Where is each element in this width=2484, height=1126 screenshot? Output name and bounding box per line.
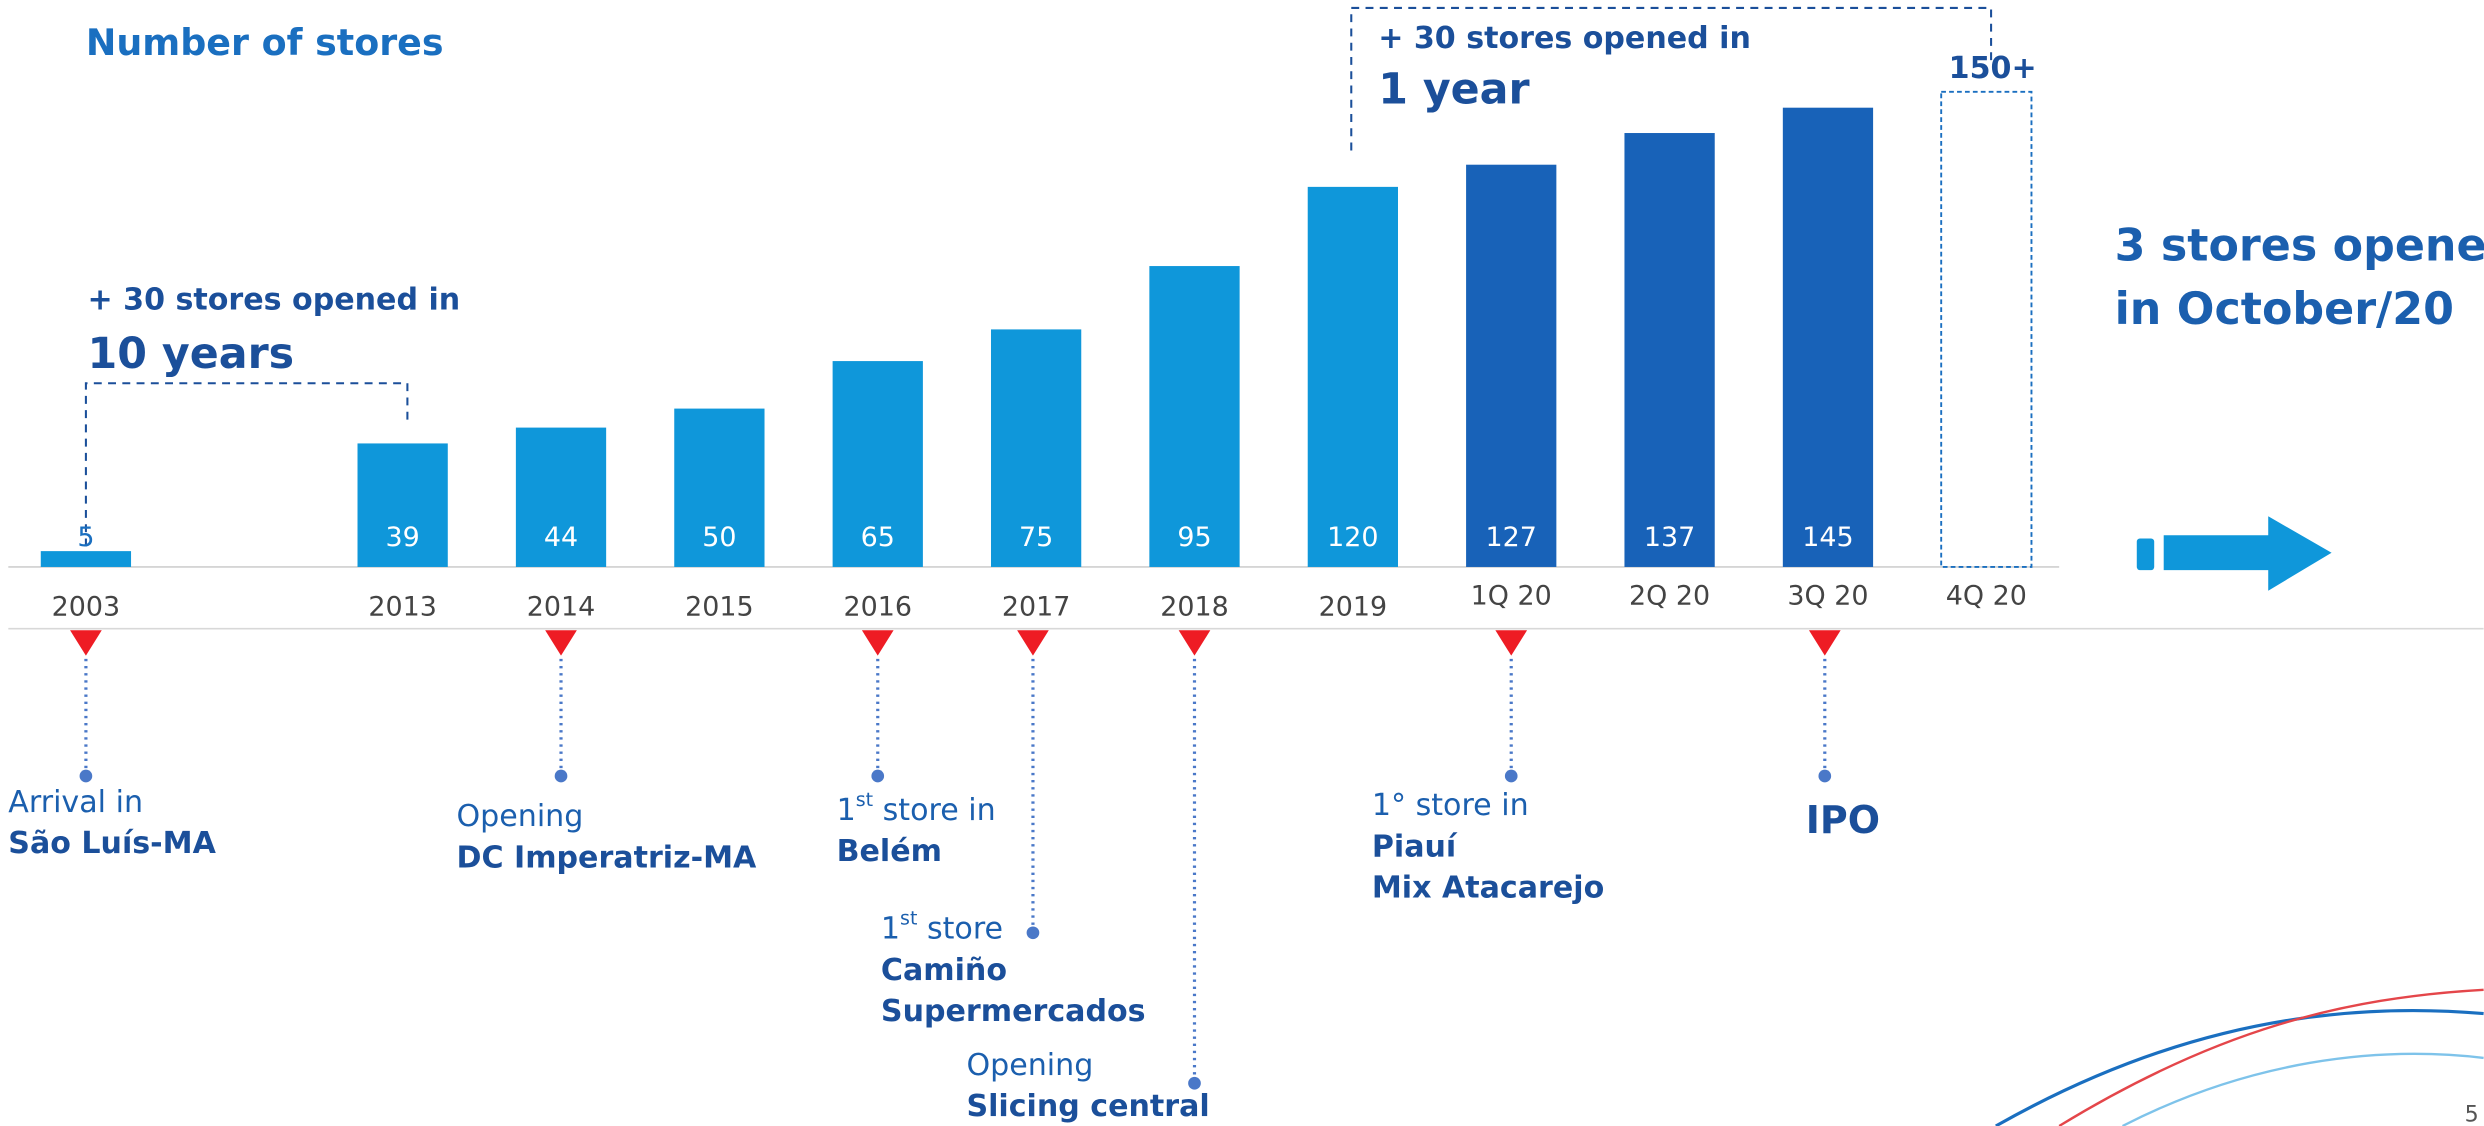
bar [1307, 186, 1398, 567]
value-label: 39 [386, 522, 420, 553]
event-dot [1026, 926, 1040, 940]
annotation: 1 year [1378, 64, 1529, 114]
x-tick-label: 2Q 20 [1629, 581, 1710, 612]
value-label: 137 [1644, 522, 1695, 553]
event-dot [1818, 769, 1832, 783]
x-tick-label: 2016 [844, 592, 912, 623]
event-text: Opening [966, 1047, 1093, 1082]
bar [832, 361, 923, 567]
event-label: Camiño [881, 952, 1007, 987]
x-tick-label: 2017 [1002, 592, 1070, 623]
bar [674, 408, 765, 567]
event-text: Arrival in [8, 784, 143, 819]
event-text: Slicing central [966, 1088, 1209, 1123]
value-label: 120 [1327, 522, 1378, 553]
bar [1149, 266, 1240, 567]
value-label: 50 [702, 522, 736, 553]
event-label: DC Imperatriz-MA [456, 840, 757, 875]
event-label-sup: st [900, 907, 917, 929]
event-dot [1504, 769, 1518, 783]
x-tick-label: 2013 [368, 592, 436, 623]
event-label: 1 [837, 792, 856, 827]
value-label: 150+ [1949, 51, 2037, 86]
bar [1782, 107, 1874, 567]
annotation: + 30 stores opened in [1378, 21, 1751, 56]
annotation: + 30 stores opened in [87, 282, 460, 317]
bar [1466, 164, 1557, 567]
x-tick-label: 2019 [1319, 592, 1387, 623]
value-label: 127 [1486, 522, 1537, 553]
bracket [1350, 6, 1993, 151]
event-label: Supermercados [881, 993, 1146, 1028]
event-label: Belém [837, 834, 942, 869]
page-number: 5 [2465, 1101, 2479, 1126]
event-dot [871, 769, 885, 783]
annotation: in October/20 [2115, 284, 2454, 335]
event-text: Belém [837, 834, 942, 869]
event-text: DC Imperatriz-MA [456, 840, 757, 875]
event-text: 1st store [881, 907, 1003, 946]
x-tick-label: 2018 [1160, 592, 1228, 623]
event-marker [1808, 630, 1841, 656]
value-label: 44 [544, 522, 578, 553]
event-text: Piauí [1372, 829, 1458, 864]
event-text: Opening [456, 799, 583, 834]
event-label: Opening [456, 799, 583, 834]
event-label: store [917, 911, 1003, 946]
x-tick-label: 1Q 20 [1471, 581, 1552, 612]
event-text: São Luís-MA [8, 826, 216, 861]
x-tick-label: 4Q 20 [1946, 581, 2027, 612]
bar [1940, 90, 2033, 568]
event-dot [79, 769, 93, 783]
event-text: Mix Atacarejo [1372, 870, 1604, 905]
event-label: store in [873, 792, 996, 827]
event-marker [1495, 630, 1528, 656]
event-text: Camiño [881, 952, 1007, 987]
annotation: 3 stores opened [2115, 221, 2484, 272]
value-label: 65 [861, 522, 895, 553]
event-label: São Luís-MA [8, 826, 216, 861]
x-tick-label: 2015 [685, 592, 753, 623]
event-marker [1017, 630, 1049, 656]
value-label: 5 [77, 522, 94, 553]
bar [357, 443, 448, 567]
event-label: Arrival in [8, 784, 143, 819]
event-label-sup: st [856, 788, 873, 810]
annotation: 10 years [87, 329, 294, 379]
event-marker [861, 630, 894, 656]
event-label: 1 [881, 911, 900, 946]
event-label: IPO [1806, 797, 1880, 841]
value-label: 95 [1177, 522, 1211, 553]
background-decor [1995, 988, 2484, 1126]
x-tick-label: 3Q 20 [1787, 581, 1868, 612]
event-text: IPO [1806, 797, 1880, 841]
event-label: Mix Atacarejo [1372, 870, 1604, 905]
event-text: 1° store in [1372, 788, 1529, 823]
event-marker [70, 630, 102, 656]
event-label: Opening [966, 1047, 1093, 1082]
bar [40, 551, 132, 567]
event-text: 1st store in [837, 788, 996, 827]
event-marker [545, 630, 577, 656]
value-label: 145 [1802, 522, 1853, 553]
event-label: Piauí [1372, 829, 1458, 864]
event-text: Supermercados [881, 993, 1146, 1028]
chart-title: Number of stores [86, 21, 444, 64]
arrow [2136, 516, 2332, 591]
event-marker [1178, 630, 1211, 656]
bar [515, 427, 607, 567]
event-label: 1° store in [1372, 788, 1529, 823]
value-label: 75 [1019, 522, 1053, 553]
x-tick-label: 2014 [527, 592, 595, 623]
bar [990, 329, 1082, 567]
x-tick-label: 2003 [52, 592, 120, 623]
event-dot [554, 769, 568, 783]
event-label: Slicing central [966, 1088, 1209, 1123]
bar [1624, 133, 1715, 567]
event-dot [1188, 1076, 1201, 1090]
bracket [84, 382, 409, 547]
